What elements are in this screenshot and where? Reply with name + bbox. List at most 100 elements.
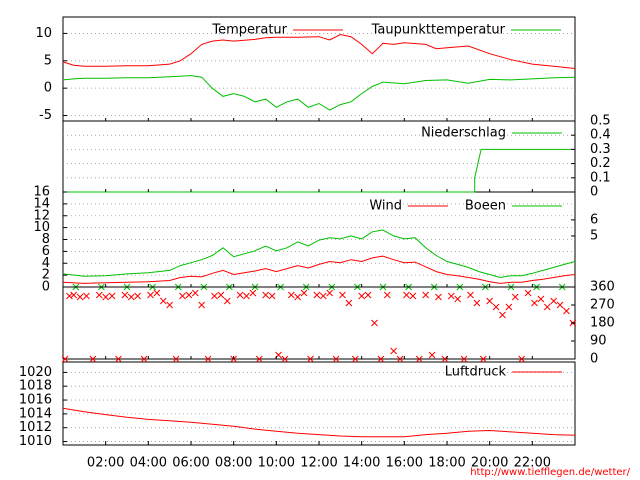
precip-y-tick-label-4: 0.1: [590, 170, 611, 185]
pressure-y-tick-label-3: 1014: [19, 406, 52, 421]
dir-point-0-4: [83, 292, 90, 300]
temp-y-tick-label-3: -5: [39, 108, 52, 123]
wind-right-tick-label-1: 5: [590, 228, 598, 243]
dir-point-0-51: [383, 291, 391, 299]
pressure-y-tick-label-5: 1010: [19, 434, 52, 449]
dir-point-0-57: [422, 291, 430, 299]
wind-series-line-1: [62, 229, 576, 279]
wind-y-tick-label-8: 0: [42, 280, 50, 295]
dir-point-0-10: [121, 291, 129, 299]
dir-point-0-24: [211, 292, 218, 300]
dir-point-0-18: [172, 355, 180, 363]
dir-point-0-73: [524, 289, 532, 297]
dir-point-0-65: [473, 299, 481, 307]
pressure-y-tick-label-2: 1016: [19, 393, 52, 408]
wind-panel-legend-label-0: Wind: [369, 199, 402, 214]
wind-y-tick-label-5: 6: [42, 244, 50, 259]
legends: Temperatur Taupunkttemperatur Niederschlag…: [211, 23, 562, 380]
dir-point-0-14: [147, 291, 154, 299]
footer-credit[interactable]: http://www.tiefflegen.de/wetter/: [470, 467, 630, 478]
x-tick-label-9: 20:00: [471, 456, 508, 471]
dir-point-0-11: [127, 293, 135, 301]
precip-y-tick-label-0: 0.5: [590, 114, 611, 129]
dir-point-0-55: [409, 292, 417, 300]
dir-point-0-33: [268, 292, 276, 300]
dir-point-0-72: [518, 355, 526, 363]
dir-point-0-23: [204, 355, 212, 363]
wind-series-line-0: [62, 255, 576, 284]
pressure-panel-legend-label-0: Luftdruck: [445, 365, 507, 380]
dir-point-0-54: [403, 291, 410, 299]
x-tick-label-10: 22:00: [514, 456, 551, 471]
dir-point-0-58: [428, 351, 436, 359]
dir-y-tick-label-4: 0: [590, 352, 598, 367]
precip-y-tick-label-1: 0.4: [590, 128, 611, 143]
dir-point-0-9: [115, 355, 122, 363]
x-tick-label-7: 16:00: [386, 456, 423, 471]
dir-point-0-29: [243, 292, 250, 300]
pressure-y-tick-label-4: 1012: [19, 420, 52, 435]
dir-point-0-48: [364, 291, 372, 299]
dir-point-0-70: [505, 303, 513, 311]
dir-point-0-40: [313, 291, 321, 299]
dir-point-0-71: [511, 293, 519, 301]
precipitation-panel-legend-label-0: Niederschlag: [421, 126, 506, 141]
dir-point-0-38: [300, 289, 308, 297]
wind-y-tick-label-2: 12: [33, 208, 50, 223]
wind-right-tick-label-0: 6: [590, 212, 598, 227]
wind-y-tick-label-1: 14: [33, 196, 50, 211]
dir-point-0-50: [377, 355, 385, 363]
wind-y-tick-label-0: 16: [33, 185, 50, 200]
x-tick-label-8: 18:00: [428, 456, 465, 471]
dir-point-0-35: [281, 355, 289, 363]
x-tick-label-1: 04:00: [130, 456, 167, 471]
dir-point-0-7: [102, 293, 110, 301]
wind-y-tick-label-4: 8: [42, 232, 50, 247]
dir-point-0-63: [460, 355, 468, 363]
dir-point-0-66: [479, 355, 487, 363]
dir-point-0-17: [166, 301, 174, 309]
temp-y-tick-label-0: 10: [35, 26, 52, 41]
temp-series-line-0: [62, 33, 576, 69]
x-tick-label-6: 14:00: [343, 456, 380, 471]
temp-series-line-1: [62, 75, 576, 111]
dir-point-0-5: [89, 355, 97, 363]
precip-y-tick-label-3: 0.2: [590, 156, 611, 171]
dir-point-0-20: [185, 291, 193, 299]
dir-point-0-42: [326, 289, 334, 297]
wind-y-tick-label-6: 4: [42, 256, 50, 271]
pressure-y-tick-label-1: 1018: [19, 379, 52, 394]
dir-point-0-69: [499, 311, 506, 319]
precip-y-tick-label-5: 0: [590, 185, 598, 200]
dir-point-0-79: [563, 307, 570, 315]
temperature-panel-legend-label-1: Taupunkttemperatur: [371, 23, 506, 38]
precip-y-tick-label-2: 0.3: [590, 142, 611, 157]
dir-point-0-37: [294, 293, 302, 301]
x-tick-label-3: 08:00: [215, 456, 252, 471]
dir-point-0-45: [345, 299, 353, 307]
dir-point-0-61: [447, 292, 455, 300]
dir-y-tick-label-3: 90: [590, 334, 607, 349]
dir-point-0-8: [108, 292, 116, 300]
dir-point-0-2: [70, 291, 78, 299]
dir-point-0-26: [223, 297, 231, 305]
dir-y-tick-label-2: 180: [590, 316, 615, 331]
dir-point-0-78: [556, 301, 564, 309]
dir-point-0-19: [179, 292, 186, 300]
x-tick-label-0: 02:00: [87, 456, 124, 471]
dir-point-0-1: [66, 292, 73, 300]
dir-point-0-74: [531, 299, 538, 307]
dir-point-0-22: [198, 301, 206, 309]
temp-y-tick-label-2: 0: [44, 81, 52, 96]
dir-point-0-76: [543, 303, 551, 311]
dir-point-0-28: [236, 291, 244, 299]
dir-point-0-75: [537, 295, 545, 303]
dir-point-0-16: [159, 297, 167, 305]
precip-series-line-0: [63, 148, 575, 193]
dir-point-0-62: [454, 295, 462, 303]
dir-point-0-59: [435, 293, 442, 301]
dir-point-0-30: [249, 289, 257, 297]
temperature-panel-legend-label-0: Temperatur: [211, 23, 287, 38]
dir-point-0-31: [255, 355, 263, 363]
